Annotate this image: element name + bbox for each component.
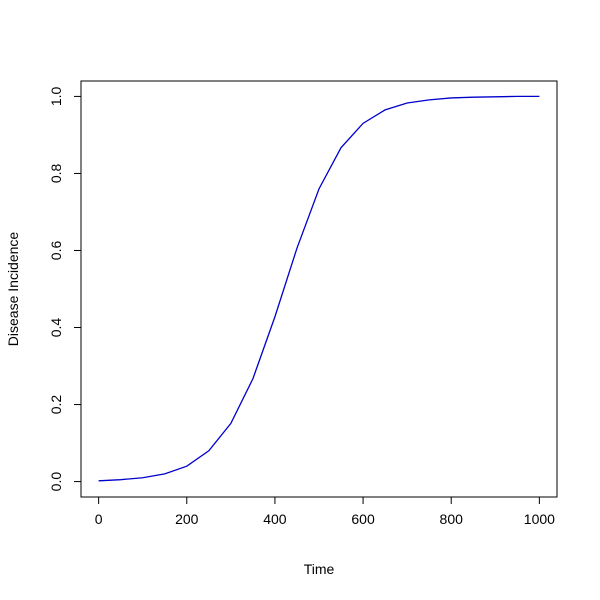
y-tick-label: 0.8 — [48, 164, 64, 184]
y-tick-label: 0.6 — [48, 241, 64, 261]
y-tick-label: 0.2 — [48, 395, 64, 415]
x-tick-label: 200 — [175, 511, 199, 527]
x-axis-label: Time — [304, 561, 335, 577]
x-tick-label: 600 — [351, 511, 375, 527]
x-tick-label: 800 — [440, 511, 464, 527]
y-tick-label: 0.0 — [48, 472, 64, 492]
y-tick-label: 0.4 — [48, 318, 64, 338]
x-tick-label: 1000 — [524, 511, 555, 527]
y-axis-label: Disease Incidence — [5, 232, 21, 347]
plot-frame — [80, 80, 558, 498]
data-line — [98, 95, 540, 482]
x-tick-label: 400 — [263, 511, 287, 527]
y-tick-label: 1.0 — [48, 86, 64, 106]
x-tick-label: 0 — [95, 511, 103, 527]
